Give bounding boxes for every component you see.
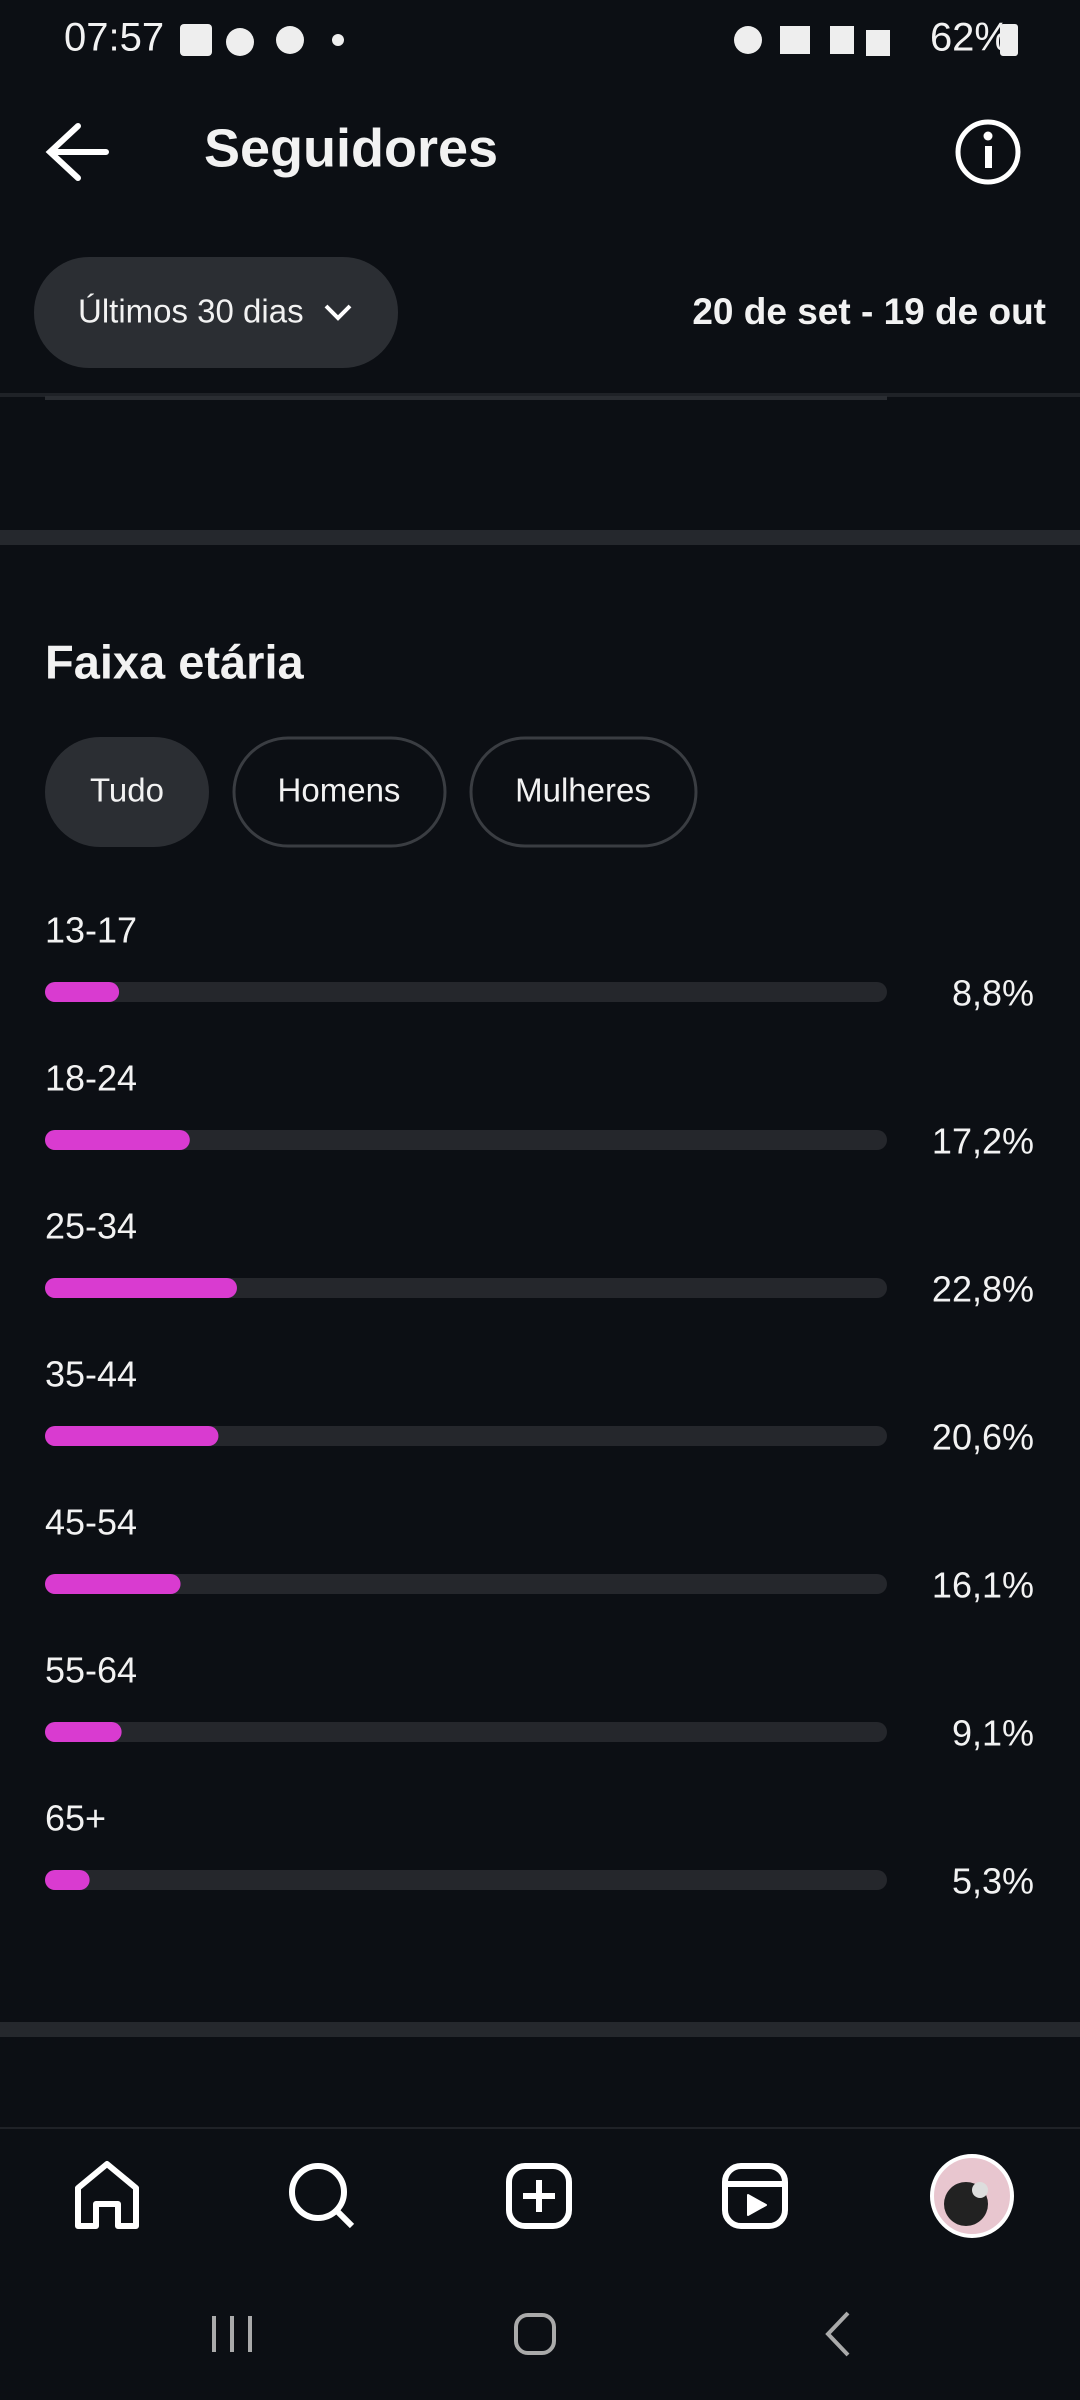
bar [45,1278,237,1298]
status-icons [180,24,890,56]
tab-label: Mulheres [515,772,651,809]
search-button[interactable] [289,2163,355,2229]
age-chart: 13-17 8,8% 18-24 17,2% 25-34 22,8% 35-44 20,6% 4… [45,910,1034,1902]
age-label: 25-34 [45,1206,137,1247]
age-label: 55-64 [45,1650,137,1691]
bar-track [45,1574,887,1594]
clipped-track [45,396,887,400]
bar-track [45,1278,887,1298]
age-label: 18-24 [45,1058,137,1099]
back-system-button[interactable] [825,2311,850,2357]
back-button[interactable] [45,123,109,181]
status-time: 07:57 [64,16,164,60]
date-range: 20 de set - 19 de out [692,291,1046,332]
section-divider [0,2022,1080,2037]
header-divider [0,393,1080,397]
bar [45,1870,90,1890]
bar-track [45,1722,887,1742]
age-label: 35-44 [45,1354,137,1395]
page-title: Seguidores [204,118,498,178]
value-label: 8,8% [952,973,1034,1014]
home-button[interactable] [75,2161,139,2229]
section-title: Faixa etária [45,635,305,688]
age-label: 13-17 [45,910,137,951]
bar [45,1722,122,1742]
status-battery: 62% [930,16,1010,60]
tab-label: Tudo [90,772,164,809]
bar [45,1426,219,1446]
value-label: 9,1% [952,1713,1034,1754]
info-button[interactable] [955,119,1021,185]
bar [45,1130,190,1150]
bar-track [45,982,887,1002]
value-label: 5,3% [952,1861,1034,1902]
age-label: 45-54 [45,1502,137,1543]
tab-label: Homens [278,772,401,809]
bar-track [45,1426,887,1446]
value-label: 22,8% [932,1269,1034,1310]
age-label: 65+ [45,1798,106,1839]
value-label: 16,1% [932,1565,1034,1606]
tab[interactable] [232,736,447,848]
bar-track [45,1130,887,1150]
chevron [324,304,352,321]
period-label: Últimos 30 dias [78,293,304,330]
create-button[interactable] [506,2163,572,2229]
home-system-button[interactable] [514,2313,556,2355]
tab-active[interactable] [45,737,209,847]
bar [45,1574,181,1594]
reels-button[interactable] [722,2163,788,2229]
nav-divider [0,2127,1080,2129]
recents-button[interactable] [212,2316,252,2352]
battery-icon [1000,24,1018,56]
value-label: 17,2% [932,1121,1034,1162]
profile-button[interactable] [930,2154,1014,2238]
bar [45,982,120,1002]
section-divider [0,530,1080,545]
value-label: 20,6% [932,1417,1034,1458]
bar-track [45,1870,887,1890]
tab[interactable] [469,736,698,848]
period-pill[interactable] [34,257,398,368]
